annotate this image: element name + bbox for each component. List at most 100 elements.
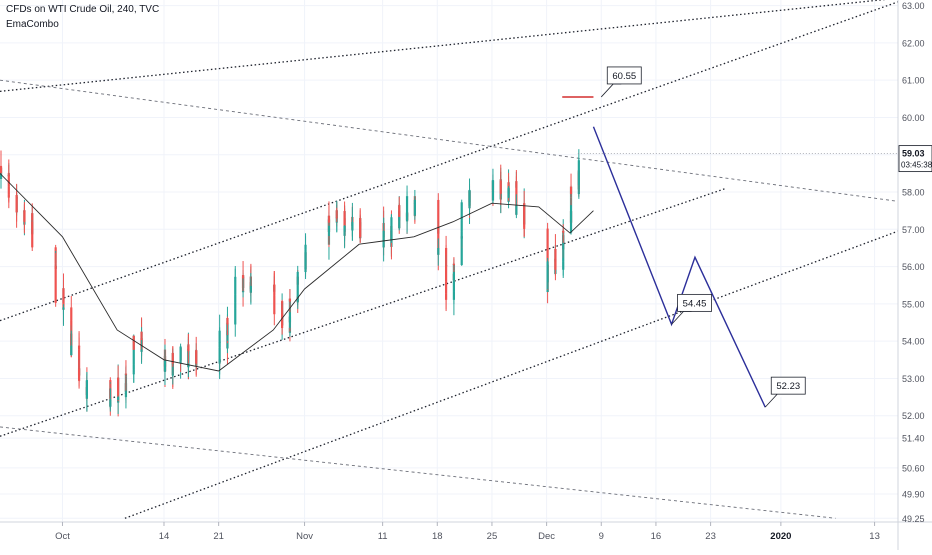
candle-body xyxy=(171,352,174,364)
candle-body xyxy=(382,241,385,248)
indicator-label: EmaCombo xyxy=(6,19,59,30)
ema-line xyxy=(0,173,594,372)
trendline-3 xyxy=(0,187,727,437)
trendline-5 xyxy=(0,79,898,202)
y-tick-label: 55.00 xyxy=(902,299,925,309)
countdown-label: 03:45:38 xyxy=(901,161,932,170)
x-tick-label: 16 xyxy=(651,531,662,542)
candle xyxy=(390,214,393,232)
candle-body xyxy=(163,360,167,372)
callout-pointer xyxy=(764,393,786,408)
candle-body xyxy=(132,335,135,350)
callout-label: 60.55 xyxy=(612,71,636,82)
candle xyxy=(171,346,174,367)
candle-body xyxy=(523,227,526,229)
candle xyxy=(398,196,401,218)
candle xyxy=(554,234,557,281)
candle-body xyxy=(7,186,10,195)
candle-body xyxy=(359,223,362,238)
candles xyxy=(0,149,580,417)
x-tick-label: 23 xyxy=(705,531,716,542)
candle xyxy=(327,206,331,226)
y-tick-label: 58.00 xyxy=(902,188,925,198)
candle-body xyxy=(546,228,549,276)
candle-body xyxy=(249,285,252,288)
trendline-2 xyxy=(0,1,898,322)
candle-body xyxy=(468,189,471,206)
y-tick-label: 63.00 xyxy=(902,1,925,11)
candle xyxy=(23,202,26,234)
candle xyxy=(140,340,143,364)
candle-body xyxy=(117,386,120,400)
candle xyxy=(273,281,276,326)
grid-lines xyxy=(0,0,898,522)
candle xyxy=(234,265,237,288)
forecast-path xyxy=(592,126,766,408)
candle xyxy=(241,278,245,298)
candle xyxy=(577,149,580,199)
candle-body xyxy=(85,391,88,399)
candle xyxy=(281,308,284,335)
candle xyxy=(31,228,34,252)
candle xyxy=(304,233,307,252)
candle xyxy=(249,278,252,293)
candle xyxy=(460,199,463,228)
candle-body xyxy=(444,293,448,300)
callout-box xyxy=(677,293,712,312)
candle-body xyxy=(218,347,221,363)
candle xyxy=(7,191,10,203)
candle-body xyxy=(460,202,463,221)
candle xyxy=(405,191,409,209)
candle-body xyxy=(437,199,440,225)
candle-body xyxy=(562,230,565,233)
trendline-1 xyxy=(0,0,887,92)
candle-body xyxy=(234,276,237,280)
price-callout: 52.23 xyxy=(764,376,806,408)
candle-body xyxy=(140,349,143,352)
candle xyxy=(195,336,198,375)
y-tick-label: 57.00 xyxy=(902,225,925,235)
candle xyxy=(226,316,229,336)
candle-body xyxy=(226,318,229,325)
callout-pointer xyxy=(600,83,622,98)
candle xyxy=(179,343,182,364)
candle xyxy=(187,334,190,364)
callout-label: 54.45 xyxy=(683,298,707,309)
callout-label: 52.23 xyxy=(776,381,800,392)
y-axis: 63.0062.0061.0060.0059.0058.0057.0056.00… xyxy=(902,1,925,524)
candle-body xyxy=(507,187,510,198)
candle xyxy=(351,207,354,241)
candle-body xyxy=(234,280,237,295)
candle-body xyxy=(327,219,331,223)
candle-body xyxy=(273,295,276,315)
candle-body xyxy=(70,345,73,356)
candle-body xyxy=(109,399,112,402)
candle-body xyxy=(70,307,73,321)
x-tick-label: 25 xyxy=(487,531,498,542)
candle xyxy=(515,194,518,219)
candle xyxy=(452,257,456,273)
candle xyxy=(569,173,573,206)
candle-body xyxy=(7,174,10,187)
candle xyxy=(296,270,299,295)
candle-body xyxy=(195,350,198,364)
candle-body xyxy=(390,217,393,227)
candle xyxy=(507,186,510,199)
y-tick-label: 51.40 xyxy=(902,434,925,444)
candle-body xyxy=(382,230,385,242)
candle xyxy=(124,360,128,391)
x-tick-label: 13 xyxy=(869,531,880,542)
candle-body xyxy=(7,194,10,198)
x-tick-label: 18 xyxy=(432,531,443,542)
trendline-6 xyxy=(0,426,836,519)
candle-body xyxy=(281,316,284,329)
candle-body xyxy=(85,380,88,392)
y-tick-label: 60.00 xyxy=(902,113,925,123)
symbol-title: CFDs on WTI Crude Oil, 240, TVC xyxy=(6,4,160,15)
candle xyxy=(85,371,88,395)
y-tick-label: 49.25 xyxy=(902,514,925,524)
candle-body xyxy=(124,373,128,375)
candle xyxy=(62,304,65,326)
